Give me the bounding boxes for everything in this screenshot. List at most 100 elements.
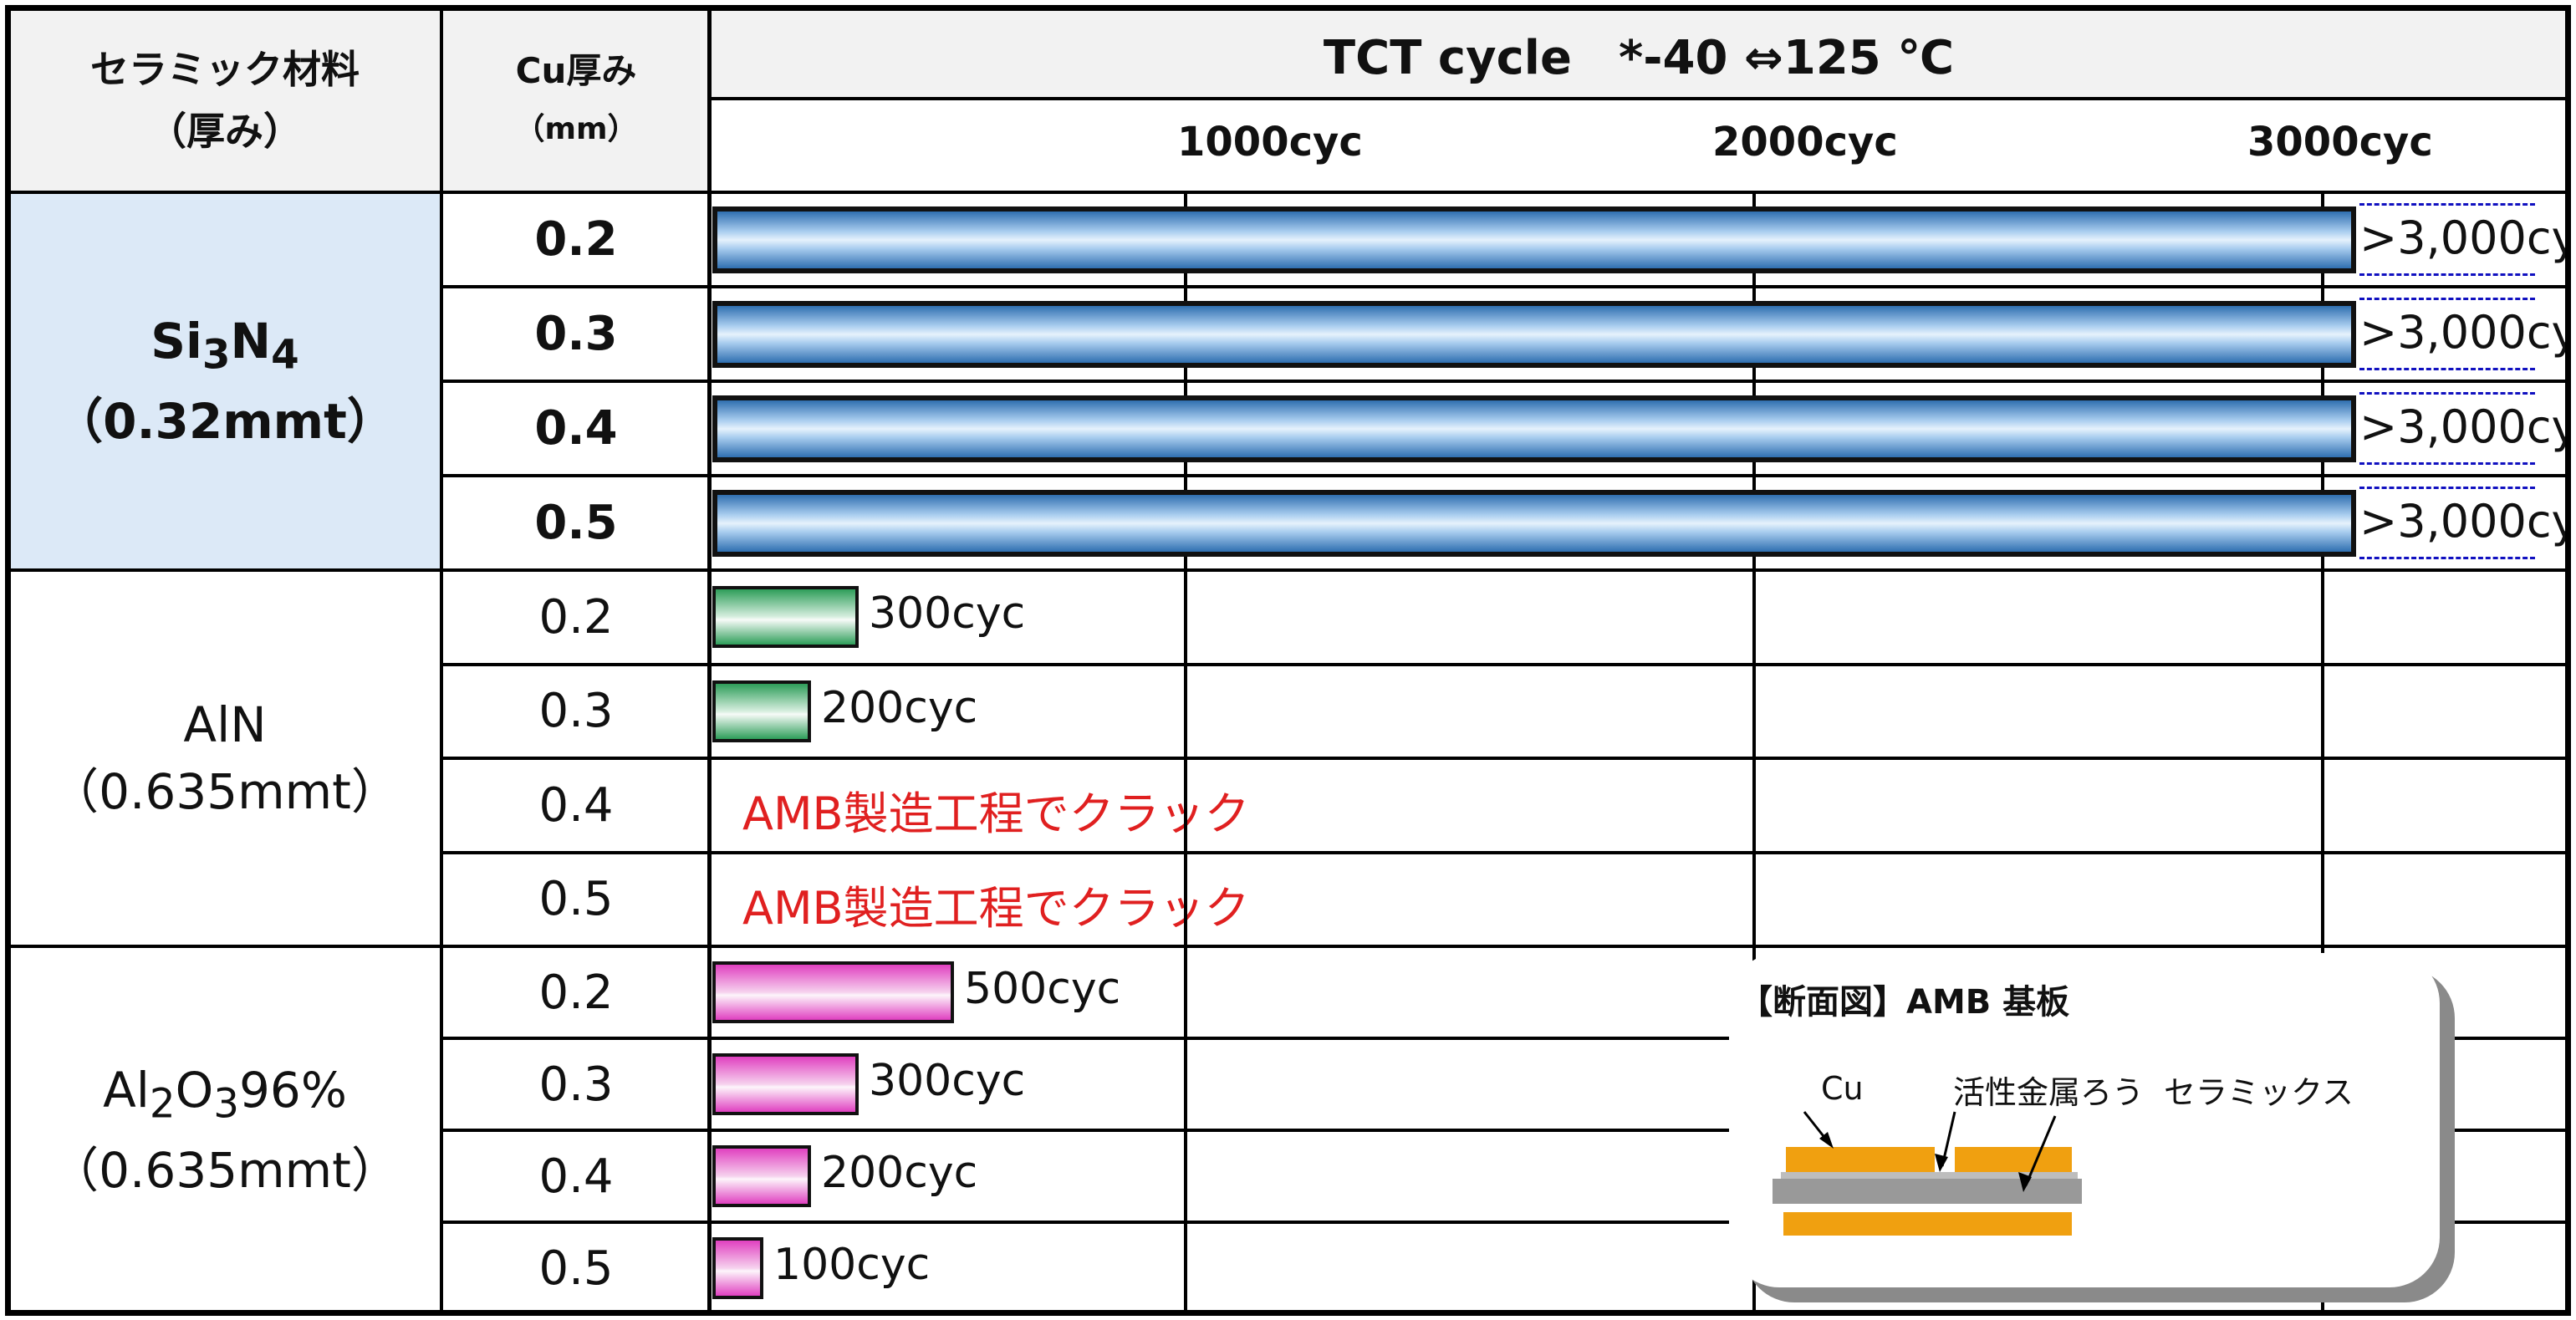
dash-bottom xyxy=(2359,556,2535,559)
bar-Si3N4-0.4 xyxy=(712,395,2356,462)
tick-3000: 3000cyc xyxy=(2247,119,2433,166)
cu-thickness-cell: 0.2 xyxy=(538,965,614,1020)
col-divider-2 xyxy=(707,8,712,1312)
gridline-1000 xyxy=(1184,192,1187,1312)
cycle-label: 300cyc xyxy=(869,1056,1026,1106)
row-divider xyxy=(441,1129,2569,1132)
cu-thickness-cell: 0.3 xyxy=(538,684,614,739)
gridline-2000 xyxy=(1752,192,1756,1312)
cross-section-inset: 【断面図】AMB 基板 Cu 活性金属ろう セラミックス xyxy=(1729,953,2440,1287)
cu-top-right xyxy=(1955,1147,2072,1172)
cycle-label: >3,000cyc xyxy=(2359,211,2567,264)
bar-AlN-0.3 xyxy=(712,680,811,742)
cu-header-label: Cu厚み xyxy=(515,50,637,91)
dash-top xyxy=(2359,202,2535,206)
ceramic-name-2: Al2O396% （0.635mmt） xyxy=(8,946,441,1314)
group-bg xyxy=(8,946,441,1314)
ceramic-name-0: Si3N4 （0.32mmt） xyxy=(8,192,441,570)
ceramic-layer xyxy=(1773,1179,2082,1204)
ceramic-header: セラミック材料 （厚み） xyxy=(8,25,441,176)
cycle-label: >3,000cyc xyxy=(2359,400,2567,453)
ceramic-header-sub: （厚み） xyxy=(148,109,302,154)
tick-1000: 1000cyc xyxy=(1177,119,1363,166)
bar-Al2O396%-0.2 xyxy=(712,961,954,1023)
bar-Si3N4-0.2 xyxy=(712,206,2356,273)
crack-note: AMB製造工程でクラック xyxy=(742,881,1250,935)
group-divider xyxy=(8,568,2569,572)
dash-bottom xyxy=(2359,367,2535,370)
tct-title: TCT cycle *-40 ⇔125 ℃ xyxy=(1323,30,1955,85)
cycle-label: 200cyc xyxy=(821,682,978,733)
arrow-ceramic xyxy=(2024,1115,2057,1186)
bar-Al2O396%-0.5 xyxy=(712,1237,763,1299)
cu-thickness-cell: 0.5 xyxy=(538,1241,614,1296)
header-divider xyxy=(711,97,2569,100)
inset-ceramics-label: セラミックス xyxy=(2164,1074,2354,1111)
cu-thickness-cell: 0.3 xyxy=(538,1057,614,1112)
header-bottom xyxy=(8,191,2569,194)
dash-top xyxy=(2359,297,2535,300)
cu-thickness-cell: 0.5 xyxy=(534,496,618,550)
dash-bottom xyxy=(2359,273,2535,276)
cu-top-left xyxy=(1786,1147,1935,1172)
row-divider xyxy=(441,474,2569,477)
dash-bottom xyxy=(2359,461,2535,465)
braze-layer xyxy=(1781,1172,2078,1179)
row-divider xyxy=(441,1037,2569,1040)
group-divider xyxy=(8,945,2569,948)
row-divider xyxy=(441,757,2569,760)
cu-thickness-cell: 0.2 xyxy=(538,589,614,645)
cu-header: Cu厚み （mm） xyxy=(441,33,711,167)
group-bg xyxy=(8,192,441,570)
cu-thickness-cell: 0.3 xyxy=(534,307,618,361)
row-divider xyxy=(441,1221,2569,1224)
cu-thickness-cell: 0.4 xyxy=(538,1149,614,1204)
outer-border xyxy=(5,5,2571,1316)
dash-top xyxy=(2359,391,2535,395)
ceramic-name: AlN xyxy=(183,696,267,753)
header-bg-left xyxy=(8,8,711,192)
bar-Si3N4-0.5 xyxy=(712,489,2356,557)
bar-Si3N4-0.3 xyxy=(712,300,2356,368)
arrow-cu-head xyxy=(1819,1132,1834,1149)
bar-Al2O396%-0.3 xyxy=(712,1053,859,1115)
dash-top xyxy=(2359,486,2535,489)
cu-thickness-cell: 0.2 xyxy=(534,212,618,267)
row-divider xyxy=(441,380,2569,383)
inset-cu-label: Cu xyxy=(1821,1070,1864,1107)
arrow-ceramic-head xyxy=(2018,1172,2032,1192)
cross-section-diagram xyxy=(1773,1111,2082,1236)
ceramic-name: Al2O396% xyxy=(103,1061,347,1128)
cu-thickness-cell: 0.4 xyxy=(538,777,614,833)
inset-braze-label: 活性金属ろう xyxy=(1953,1074,2145,1111)
ceramic-thickness: （0.32mmt） xyxy=(54,393,395,451)
row-divider xyxy=(441,850,2569,854)
cycle-label: >3,000cyc xyxy=(2359,494,2567,548)
cycle-label: >3,000cyc xyxy=(2359,305,2567,359)
group-bg xyxy=(8,570,441,946)
tick-2000: 2000cyc xyxy=(1712,119,1898,166)
row-divider xyxy=(441,662,2569,666)
crack-note: AMB製造工程でクラック xyxy=(742,787,1250,841)
ceramic-thickness: （0.635mmt） xyxy=(50,1142,400,1200)
ceramic-thickness: （0.635mmt） xyxy=(50,763,400,820)
bar-AlN-0.2 xyxy=(712,586,859,649)
ceramic-header-label: セラミック材料 xyxy=(90,47,360,92)
row-divider xyxy=(441,285,2569,288)
cycle-label: 300cyc xyxy=(869,589,1026,640)
bar-Al2O396%-0.4 xyxy=(712,1145,811,1207)
cu-thickness-cell: 0.4 xyxy=(534,401,618,456)
cycle-label: 200cyc xyxy=(821,1148,978,1198)
gridline-3000 xyxy=(2321,192,2324,1312)
cu-thickness-cell: 0.5 xyxy=(538,872,614,927)
ceramic-name: Si3N4 xyxy=(150,312,299,379)
header-bg-right xyxy=(711,8,2567,99)
arrow-braze-head xyxy=(1935,1154,1948,1172)
inset-title: 【断面図】AMB 基板 xyxy=(1739,983,2070,1022)
ceramic-name-1: AlN （0.635mmt） xyxy=(8,570,441,946)
cycle-label: 500cyc xyxy=(964,964,1121,1014)
cycle-label: 100cyc xyxy=(773,1240,931,1290)
col-divider-1 xyxy=(440,8,443,1312)
cu-header-sub: （mm） xyxy=(514,112,638,146)
cu-bottom xyxy=(1783,1212,2072,1236)
